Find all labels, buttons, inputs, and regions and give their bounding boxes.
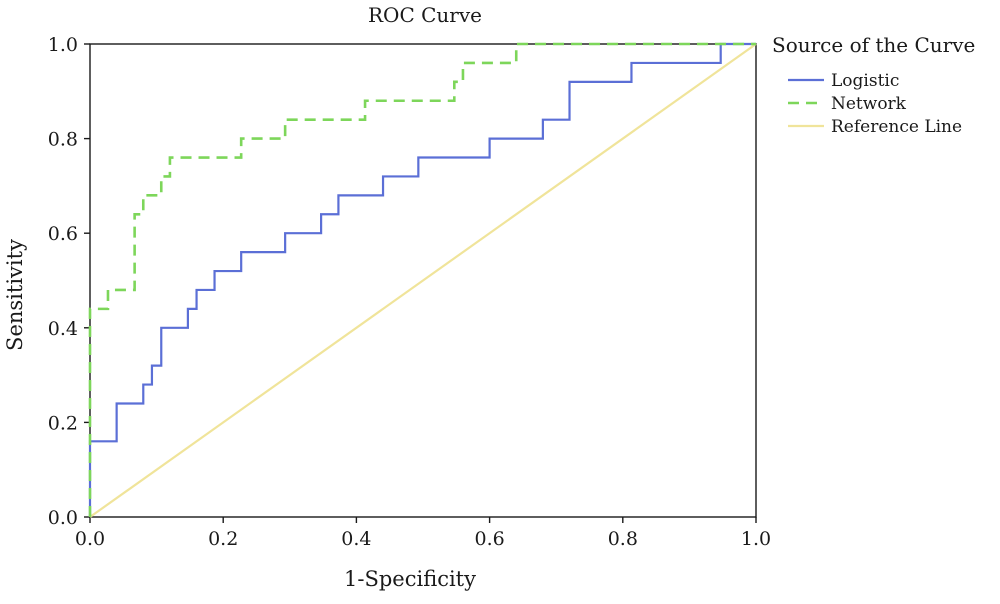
chart-title: ROC Curve xyxy=(368,3,482,27)
x-tick-label: 0.6 xyxy=(474,528,504,550)
x-axis-label: 1-Specificity xyxy=(344,567,476,591)
x-tick-label: 0.4 xyxy=(341,528,371,550)
series-line-logistic xyxy=(88,42,756,517)
y-tick-label: 0.4 xyxy=(48,318,78,340)
y-axis-label: Sensitivity xyxy=(3,239,27,351)
legend: Source of the Curve Logistic Network Refer… xyxy=(772,33,975,137)
plot-area: 0.0 0.2 0.4 0.6 0.8 1.0 0.0 0.2 0.4 0.6 0.8 1.0 xyxy=(48,34,771,550)
x-tick-label: 1.0 xyxy=(741,528,771,550)
legend-label-reference-line: Reference Line xyxy=(831,117,962,137)
plot-frame xyxy=(89,43,757,518)
series-line-network xyxy=(88,42,756,517)
y-tick-label: 0.8 xyxy=(48,129,78,151)
y-tick-label: 0.0 xyxy=(48,507,78,529)
x-tick-label: 0.0 xyxy=(75,528,105,550)
legend-label-network: Network xyxy=(831,94,907,114)
y-tick-label: 0.2 xyxy=(48,412,78,434)
x-tick-label: 0.2 xyxy=(208,528,238,550)
y-tick-label: 0.6 xyxy=(48,223,78,245)
legend-title: Source of the Curve xyxy=(772,33,975,57)
x-tick-label: 0.8 xyxy=(608,528,638,550)
series-line-reference-line xyxy=(89,43,757,518)
y-tick-label: 1.0 xyxy=(48,34,78,56)
legend-label-logistic: Logistic xyxy=(831,71,899,91)
